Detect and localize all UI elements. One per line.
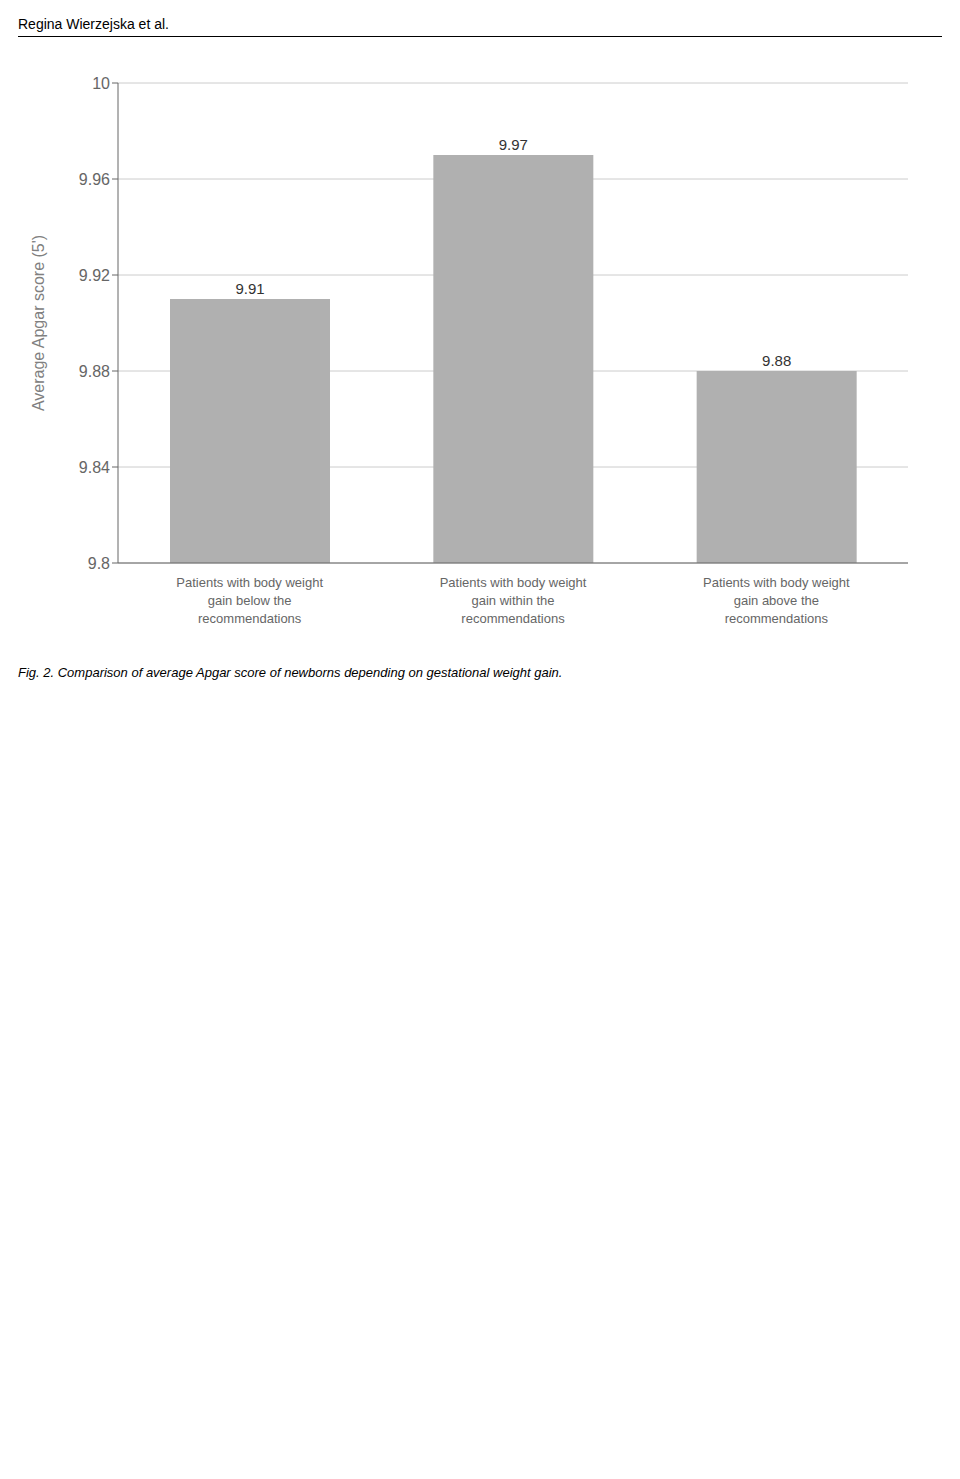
- svg-text:10: 10: [92, 75, 110, 92]
- svg-text:Average Apgar score (5'): Average Apgar score (5'): [30, 235, 47, 411]
- svg-text:9.97: 9.97: [499, 136, 528, 153]
- html-text:Regina Wierzejska et al.: Regina Wierzejska et al.: [18, 16, 169, 32]
- svg-text:9.88: 9.88: [79, 363, 110, 380]
- html-text:Fig. 2. Comparison of average: Fig. 2. Comparison of average Apgar scor…: [18, 665, 563, 680]
- svg-text:Patients with body weightgain: Patients with body weightgain within the…: [440, 575, 587, 626]
- svg-text:Patients with body weightgain: Patients with body weightgain above ther…: [703, 575, 850, 626]
- svg-text:9.84: 9.84: [79, 459, 110, 476]
- svg-text:9.92: 9.92: [79, 267, 110, 284]
- svg-text:9.91: 9.91: [235, 280, 264, 297]
- svg-text:9.88: 9.88: [762, 352, 791, 369]
- svg-text:9.8: 9.8: [88, 555, 110, 572]
- svg-text:9.96: 9.96: [79, 171, 110, 188]
- svg-text:Patients with body weightgain: Patients with body weightgain below ther…: [176, 575, 323, 626]
